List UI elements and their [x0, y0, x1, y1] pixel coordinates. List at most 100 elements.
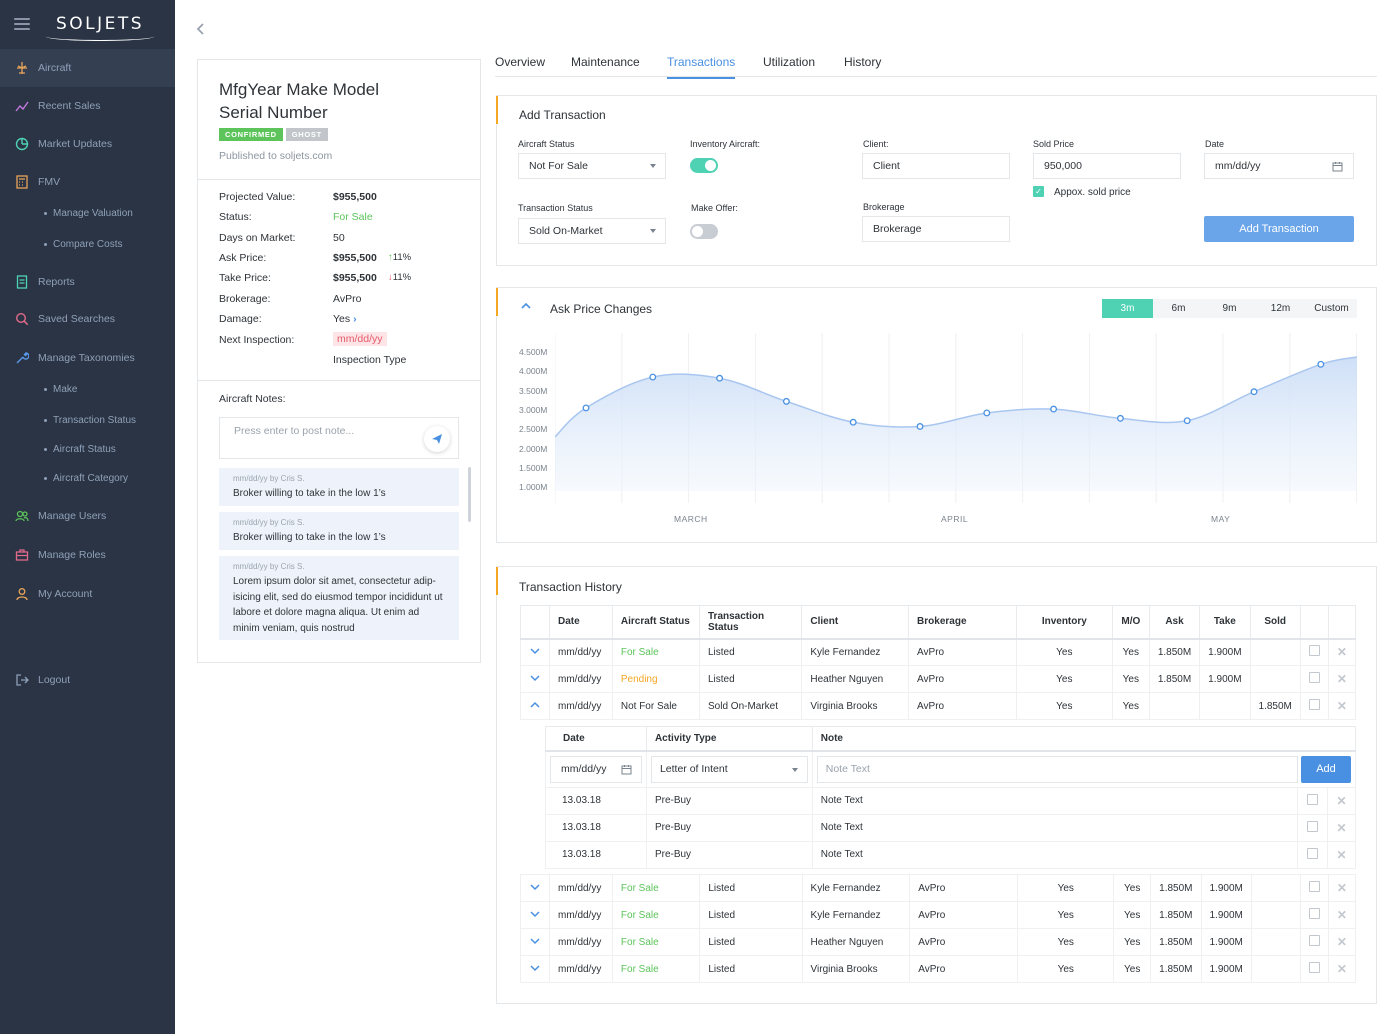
- tab-transactions[interactable]: Transactions: [667, 55, 736, 79]
- delete-icon[interactable]: ✕: [1336, 793, 1347, 808]
- sidebar-subitem-transaction-status[interactable]: Transaction Status: [44, 415, 136, 426]
- chevron-down-icon[interactable]: [529, 937, 541, 945]
- activity-add-button[interactable]: Add: [1301, 755, 1351, 783]
- delete-icon[interactable]: ✕: [1336, 908, 1347, 922]
- edit-icon[interactable]: [1308, 908, 1320, 919]
- approx-sold-checkbox[interactable]: ✓: [1033, 186, 1044, 197]
- edit-icon[interactable]: [1308, 881, 1320, 892]
- chevron-down-icon[interactable]: [529, 910, 541, 918]
- sidebar-item-reports[interactable]: Reports: [0, 263, 175, 301]
- tab-utilization[interactable]: Utilization: [763, 55, 816, 69]
- col-ask[interactable]: Ask: [1148, 605, 1201, 640]
- delete-icon[interactable]: ✕: [1336, 881, 1347, 895]
- data-point[interactable]: [849, 418, 857, 426]
- range-12m[interactable]: 12m: [1255, 299, 1306, 318]
- sidebar-item-logout[interactable]: Logout: [0, 661, 175, 699]
- col-transaction-status[interactable]: Transaction Status: [698, 605, 803, 640]
- damage-value[interactable]: Yes ›: [333, 313, 357, 325]
- note-input[interactable]: Press enter to post note...: [219, 417, 459, 459]
- range-3m[interactable]: 3m: [1102, 299, 1153, 318]
- activity-row[interactable]: 13.03.18 Pre-Buy Note Text ✕: [545, 786, 1357, 815]
- col-mo[interactable]: M/O: [1111, 605, 1150, 640]
- tab-maintenance[interactable]: Maintenance: [571, 55, 640, 69]
- chevron-down-icon[interactable]: [529, 674, 541, 682]
- sidebar-item-manage-users[interactable]: Manage Users: [0, 497, 175, 535]
- chevron-down-icon[interactable]: [529, 647, 541, 655]
- col-aircraft-status[interactable]: Aircraft Status: [611, 605, 701, 640]
- chevron-down-icon[interactable]: [529, 964, 541, 972]
- sidebar-item-market-updates[interactable]: Market Updates: [0, 125, 175, 163]
- sidebar-item-recent-sales[interactable]: Recent Sales: [0, 87, 175, 125]
- activity-date-input[interactable]: mm/dd/yy: [550, 755, 642, 783]
- activity-row[interactable]: 13.03.18 Pre-Buy Note Text ✕: [545, 813, 1357, 842]
- table-row[interactable]: mm/dd/yy For Sale Listed Kyle Fernandez AvPr…: [520, 901, 1357, 929]
- table-row[interactable]: mm/dd/yy Not For Sale Sold On-Market Virgin…: [520, 692, 1357, 720]
- sidebar-subitem-aircraft-status[interactable]: Aircraft Status: [44, 444, 116, 455]
- activity-note-input[interactable]: Note Text: [816, 755, 1298, 783]
- delete-icon[interactable]: ✕: [1336, 935, 1347, 949]
- col-client[interactable]: Client: [801, 605, 910, 640]
- delete-icon[interactable]: ✕: [1336, 820, 1347, 835]
- date-input[interactable]: mm/dd/yy: [1204, 153, 1354, 179]
- client-input[interactable]: Client: [862, 153, 1010, 179]
- delete-icon[interactable]: ✕: [1336, 962, 1347, 976]
- data-point[interactable]: [1050, 405, 1058, 413]
- edit-icon[interactable]: [1306, 847, 1318, 859]
- brokerage-input[interactable]: Brokerage: [862, 216, 1010, 242]
- data-point[interactable]: [716, 374, 724, 382]
- edit-icon[interactable]: [1308, 962, 1320, 973]
- activity-row[interactable]: 13.03.18 Pre-Buy Note Text ✕: [545, 840, 1357, 869]
- table-row[interactable]: mm/dd/yy For Sale Listed Kyle Fernandez AvPr…: [520, 638, 1357, 666]
- delete-icon[interactable]: ✕: [1336, 699, 1347, 713]
- data-point[interactable]: [916, 423, 924, 430]
- notes-scrollbar[interactable]: [468, 467, 471, 522]
- data-point[interactable]: [1317, 360, 1325, 368]
- delete-icon[interactable]: ✕: [1336, 847, 1347, 862]
- sidebar-item-saved-searches[interactable]: Saved Searches: [0, 300, 175, 338]
- col-brokerage[interactable]: Brokerage: [908, 605, 1017, 640]
- data-point[interactable]: [582, 404, 590, 412]
- data-point[interactable]: [1250, 388, 1258, 396]
- sold-price-input[interactable]: 950,000: [1033, 153, 1181, 179]
- make-offer-toggle[interactable]: [690, 224, 718, 239]
- add-transaction-button[interactable]: Add Transaction: [1204, 216, 1354, 242]
- transaction-status-select[interactable]: Sold On-Market: [518, 218, 666, 244]
- logo[interactable]: SOLJETS: [45, 14, 155, 41]
- calendar-icon[interactable]: [1332, 161, 1343, 172]
- tab-overview[interactable]: Overview: [495, 55, 546, 69]
- next-inspection-value[interactable]: mm/dd/yy: [333, 332, 387, 346]
- data-point[interactable]: [1183, 417, 1191, 425]
- col-sold[interactable]: Sold: [1249, 605, 1301, 640]
- published-text[interactable]: Published to soljets.com: [219, 150, 333, 162]
- back-chevron-icon[interactable]: [196, 22, 206, 41]
- col-inventory[interactable]: Inventory: [1015, 605, 1113, 640]
- edit-icon[interactable]: [1308, 645, 1320, 657]
- activity-type-select[interactable]: Letter of Intent: [650, 755, 808, 783]
- edit-icon[interactable]: [1306, 793, 1318, 805]
- sidebar-subitem-make[interactable]: Make: [44, 384, 77, 395]
- sidebar-item-manage-roles[interactable]: Manage Roles: [0, 536, 175, 574]
- sidebar-item-manage-taxonomies[interactable]: Manage Taxonomies: [0, 339, 175, 377]
- sidebar-subitem-manage-valuation[interactable]: Manage Valuation: [44, 208, 133, 219]
- calendar-icon[interactable]: [621, 764, 632, 775]
- delete-icon[interactable]: ✕: [1336, 672, 1347, 686]
- table-row[interactable]: mm/dd/yy For Sale Listed Kyle Fernandez AvPr…: [520, 874, 1357, 902]
- edit-icon[interactable]: [1306, 820, 1318, 832]
- tab-history[interactable]: History: [844, 55, 882, 69]
- sidebar-item-my-account[interactable]: My Account: [0, 575, 175, 613]
- sidebar-subitem-compare-costs[interactable]: Compare Costs: [44, 239, 122, 250]
- col-date[interactable]: Date: [549, 605, 613, 640]
- delete-icon[interactable]: ✕: [1336, 645, 1347, 660]
- table-row[interactable]: mm/dd/yy For Sale Listed Virginia Brooks AvP…: [520, 955, 1357, 983]
- range-custom[interactable]: Custom: [1306, 299, 1357, 318]
- edit-icon[interactable]: [1308, 699, 1320, 710]
- table-row[interactable]: mm/dd/yy For Sale Listed Heather Nguyen AvPr…: [520, 928, 1357, 956]
- chevron-down-icon[interactable]: [529, 883, 541, 891]
- collapse-chevron-icon[interactable]: [520, 301, 532, 313]
- chevron-right-icon[interactable]: ›: [353, 313, 357, 325]
- range-6m[interactable]: 6m: [1153, 299, 1204, 318]
- chevron-up-icon[interactable]: [529, 701, 541, 709]
- edit-icon[interactable]: [1308, 935, 1320, 946]
- range-9m[interactable]: 9m: [1204, 299, 1255, 318]
- send-button[interactable]: [424, 426, 450, 452]
